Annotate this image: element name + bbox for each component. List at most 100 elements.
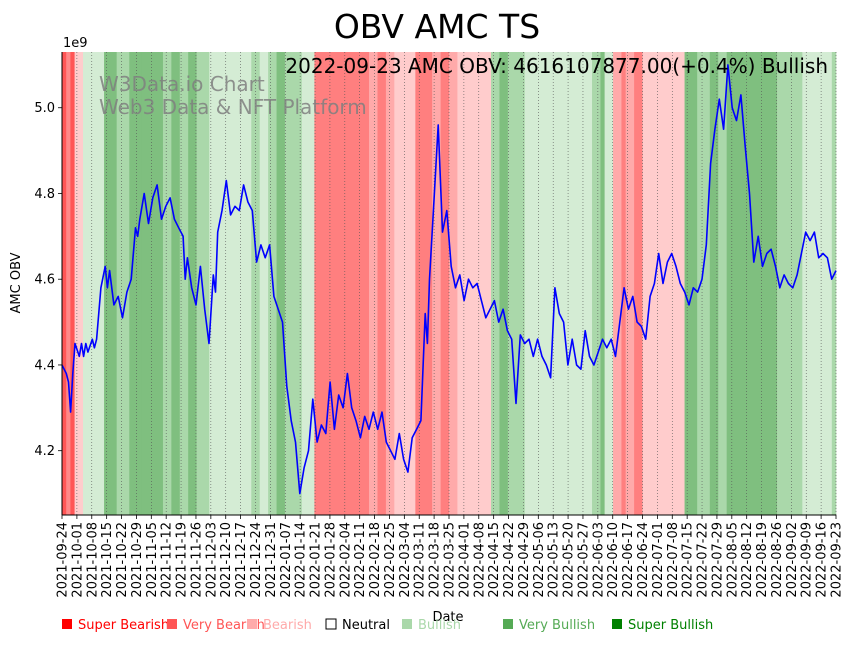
band-26 bbox=[394, 52, 408, 515]
x-tick-label-24: 2022-03-11 bbox=[413, 522, 428, 598]
x-tick-label-29: 2022-04-15 bbox=[487, 522, 502, 598]
x-tick-label-19: 2022-02-04 bbox=[338, 522, 353, 598]
band-0 bbox=[62, 52, 67, 515]
y-scale-multiplier: 1e9 bbox=[63, 36, 88, 51]
band-35 bbox=[499, 52, 509, 515]
band-20 bbox=[284, 52, 303, 515]
band-43 bbox=[625, 52, 635, 515]
band-42 bbox=[621, 52, 626, 515]
band-38 bbox=[592, 52, 601, 515]
x-tick-label-31: 2022-04-29 bbox=[517, 522, 532, 598]
watermark-line-1: W3Data.io Chart bbox=[99, 72, 265, 96]
x-tick-label-8: 2021-11-19 bbox=[175, 522, 190, 598]
series-line-0 bbox=[61, 64, 837, 495]
x-tick-label-17: 2022-01-21 bbox=[309, 522, 324, 598]
x-tick-label-40: 2022-07-01 bbox=[651, 522, 666, 598]
x-tick-label-34: 2022-05-20 bbox=[562, 522, 577, 598]
legend-swatch-0 bbox=[62, 619, 72, 629]
legend-swatch-3 bbox=[325, 618, 337, 630]
band-28 bbox=[415, 52, 433, 515]
x-tick-label-3: 2021-10-15 bbox=[100, 522, 115, 598]
x-tick-label-38: 2022-06-17 bbox=[621, 522, 636, 598]
band-34 bbox=[491, 52, 500, 515]
band-31 bbox=[449, 52, 458, 515]
band-23 bbox=[369, 52, 378, 515]
x-tick-label-51: 2022-09-16 bbox=[815, 522, 830, 598]
x-tick-label-2: 2021-10-08 bbox=[85, 522, 100, 598]
x-tick-label-41: 2022-07-08 bbox=[666, 522, 681, 598]
x-tick-label-46: 2022-08-12 bbox=[740, 522, 755, 598]
x-ticks: 2021-09-24 2021-10-01 2021-10-08 2021-10-15… bbox=[56, 515, 845, 598]
band-54 bbox=[831, 52, 837, 515]
band-53 bbox=[802, 52, 833, 515]
band-2 bbox=[70, 52, 75, 515]
band-11 bbox=[171, 52, 181, 515]
band-24 bbox=[377, 52, 387, 515]
sentiment-bands bbox=[62, 52, 837, 515]
y-axis-label: AMC OBV bbox=[9, 252, 24, 313]
band-41 bbox=[613, 52, 622, 515]
band-5 bbox=[91, 52, 105, 515]
legend-label-6: Super Bullish bbox=[628, 618, 713, 633]
band-50 bbox=[718, 52, 727, 515]
band-8 bbox=[129, 52, 143, 515]
x-tick-label-37: 2022-06-10 bbox=[606, 522, 621, 598]
band-36 bbox=[507, 52, 526, 515]
x-gridlines bbox=[61, 52, 837, 515]
band-19 bbox=[276, 52, 286, 515]
legend-swatch-5 bbox=[503, 619, 513, 629]
legend-swatch-6 bbox=[612, 619, 622, 629]
x-tick-label-25: 2022-03-18 bbox=[428, 522, 443, 598]
x-tick-label-39: 2022-06-24 bbox=[636, 522, 651, 598]
band-39 bbox=[600, 52, 605, 515]
x-tick-label-22: 2022-02-25 bbox=[383, 522, 398, 598]
x-tick-label-16: 2022-01-14 bbox=[294, 522, 309, 598]
band-3 bbox=[74, 52, 84, 515]
x-tick-label-7: 2021-11-12 bbox=[160, 522, 175, 598]
x-tick-label-15: 2022-01-07 bbox=[279, 522, 294, 598]
x-tick-label-35: 2022-05-27 bbox=[576, 522, 591, 598]
x-tick-label-11: 2021-12-10 bbox=[219, 522, 234, 598]
x-tick-label-27: 2022-04-01 bbox=[457, 522, 472, 598]
x-tick-label-45: 2022-08-05 bbox=[725, 522, 740, 598]
x-tick-label-18: 2022-01-28 bbox=[323, 522, 338, 598]
x-tick-label-6: 2021-11-05 bbox=[145, 522, 160, 598]
x-tick-label-20: 2022-02-11 bbox=[353, 522, 368, 598]
legend-swatch-1 bbox=[167, 619, 177, 629]
x-tick-label-21: 2022-02-18 bbox=[368, 522, 383, 598]
legend-label-3: Neutral bbox=[342, 618, 390, 633]
x-tick-label-36: 2022-06-03 bbox=[591, 522, 606, 598]
x-tick-label-50: 2022-09-09 bbox=[800, 522, 815, 598]
band-29 bbox=[432, 52, 441, 515]
band-10 bbox=[162, 52, 172, 515]
legend-label-0: Super Bearish bbox=[78, 618, 169, 633]
y-tick-label-1: 4.4 bbox=[34, 358, 55, 373]
x-tick-label-49: 2022-09-02 bbox=[785, 522, 800, 598]
band-44 bbox=[634, 52, 643, 515]
band-1 bbox=[66, 52, 71, 515]
x-tick-label-32: 2022-05-06 bbox=[532, 522, 547, 598]
x-tick-label-0: 2021-09-24 bbox=[56, 522, 71, 598]
x-tick-label-30: 2022-04-22 bbox=[502, 522, 517, 598]
y-tick-label-3: 4.8 bbox=[34, 187, 55, 202]
y-tick-label-4: 5.0 bbox=[34, 101, 55, 116]
x-tick-label-1: 2021-10-01 bbox=[70, 522, 85, 598]
band-37 bbox=[524, 52, 593, 515]
band-40 bbox=[604, 52, 614, 515]
x-tick-label-28: 2022-04-08 bbox=[472, 522, 487, 598]
legend-label-1: Very Bearish bbox=[183, 618, 265, 633]
band-9 bbox=[141, 52, 164, 515]
legend-swatch-2 bbox=[247, 619, 257, 629]
x-tick-label-9: 2021-11-26 bbox=[189, 522, 204, 598]
band-25 bbox=[385, 52, 395, 515]
x-tick-label-52: 2022-09-23 bbox=[830, 522, 845, 598]
band-45 bbox=[642, 52, 656, 515]
x-tick-label-4: 2021-10-22 bbox=[115, 522, 130, 598]
y-ticks: 4.2 4.4 4.6 4.8 5.0 bbox=[34, 101, 62, 459]
band-49 bbox=[709, 52, 719, 515]
band-12 bbox=[179, 52, 189, 515]
x-tick-label-5: 2021-10-29 bbox=[130, 522, 145, 598]
y-tick-label-0: 4.2 bbox=[34, 444, 55, 459]
